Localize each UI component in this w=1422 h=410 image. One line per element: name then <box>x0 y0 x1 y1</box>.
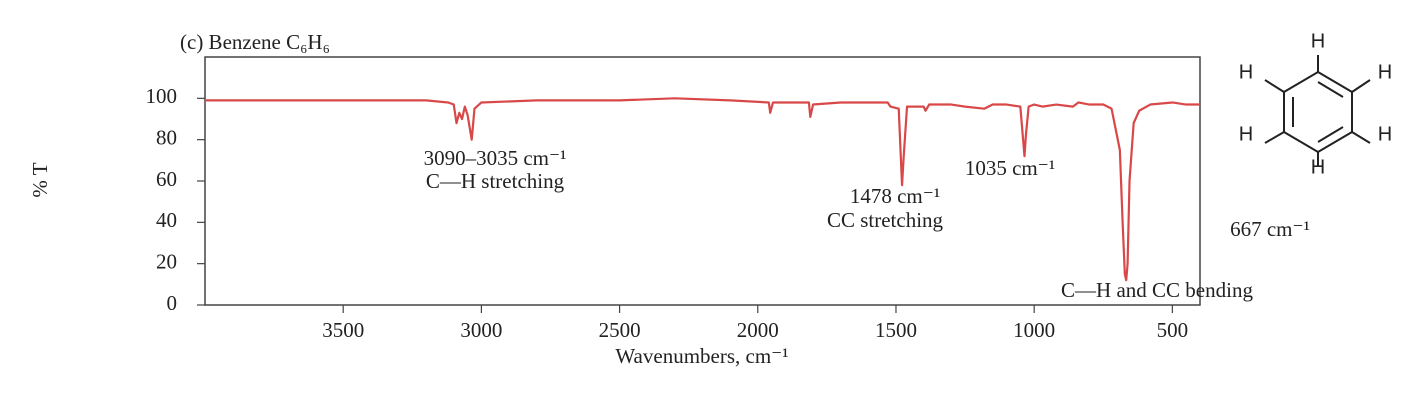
annotation: 1478 cm⁻¹ <box>850 184 940 208</box>
y-tick-label: 40 <box>156 208 177 232</box>
bond <box>1351 79 1371 93</box>
chart-title: (c) Benzene C₆H₆ <box>180 30 330 54</box>
annotation: 667 cm⁻¹ <box>1230 217 1310 241</box>
atom-label: H <box>1378 123 1392 145</box>
atom-label: H <box>1311 30 1325 52</box>
double-bond <box>1317 81 1344 98</box>
y-tick-label: 20 <box>156 249 177 273</box>
atom-label: H <box>1311 156 1325 178</box>
x-tick-label: 3000 <box>460 318 502 342</box>
x-tick-label: 2000 <box>737 318 779 342</box>
y-tick-label: 60 <box>156 167 177 191</box>
x-axis-label: Wavenumbers, cm⁻¹ <box>615 344 788 368</box>
x-tick-label: 1500 <box>875 318 917 342</box>
y-tick-label: 80 <box>156 125 177 149</box>
x-tick-label: 500 <box>1157 318 1189 342</box>
double-bond <box>1317 126 1344 143</box>
atom-label: H <box>1378 61 1392 83</box>
annotation: C—H and CC bending <box>1061 278 1253 302</box>
x-tick-label: 2500 <box>599 318 641 342</box>
bond <box>1351 131 1371 144</box>
annotation: CC stretching <box>827 208 944 232</box>
bond <box>1264 131 1285 144</box>
atom-label: H <box>1239 61 1253 83</box>
annotation: 1035 cm⁻¹ <box>965 156 1055 180</box>
y-axis-label: % T <box>28 162 52 197</box>
atom-label: H <box>1239 123 1253 145</box>
bond <box>1264 79 1285 93</box>
annotation: C—H stretching <box>426 169 565 193</box>
x-tick-label: 1000 <box>1013 318 1055 342</box>
spectrum-line <box>205 97 1200 282</box>
plot-frame <box>204 56 1201 306</box>
annotation: 3090–3035 cm⁻¹ <box>424 146 567 170</box>
benzene-structure <box>1264 55 1371 166</box>
y-tick-label: 100 <box>146 84 178 108</box>
x-tick-label: 3500 <box>322 318 364 342</box>
y-tick-label: 0 <box>167 291 178 315</box>
ring <box>1283 70 1353 154</box>
